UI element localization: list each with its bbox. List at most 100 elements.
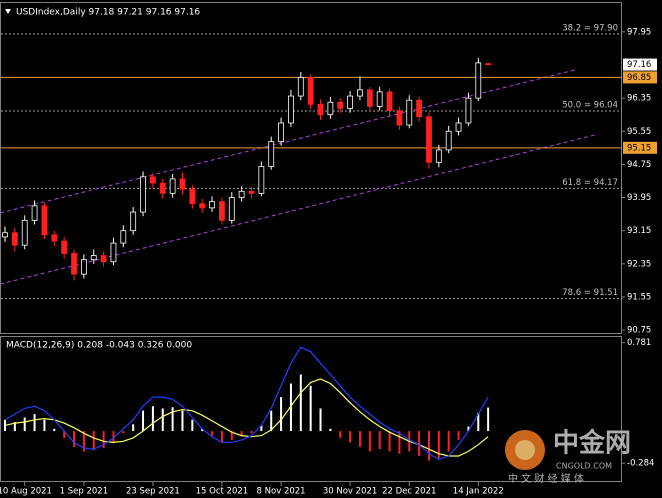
macd-line (4, 346, 489, 461)
macd-bar (201, 428, 204, 432)
macd-bar (63, 431, 66, 438)
macd-bar (171, 407, 174, 432)
macd-bar (4, 419, 6, 432)
x-tick-label: 14 Jan 2022 (453, 487, 504, 497)
y-tick-label: 92.35 (627, 259, 651, 269)
macd-bar (112, 431, 115, 443)
fib-label: 61.8 = 94.17 (562, 178, 618, 188)
candle-body (41, 205, 48, 236)
candle-body (80, 259, 87, 275)
candle-body (475, 62, 482, 99)
macd-bar (437, 431, 440, 459)
candle-body (455, 122, 462, 132)
macd-bar (289, 383, 292, 432)
candle-body (366, 89, 373, 107)
y-tick-label: 95.55 (627, 127, 651, 137)
candle-body (2, 232, 8, 238)
candle-body (465, 97, 472, 124)
macd-bar (33, 414, 36, 432)
candle-body (189, 188, 196, 205)
y-tick-label: 91.55 (627, 292, 651, 302)
y-tick-label: 97.95 (627, 27, 651, 37)
candle-body (416, 99, 423, 118)
macd-bar (151, 406, 154, 432)
macd-panel-border (0, 336, 622, 482)
macd-bar (309, 385, 312, 432)
price-level-box (623, 71, 657, 84)
macd-bar (23, 417, 26, 432)
candle-body (327, 101, 334, 116)
candle-body (238, 190, 245, 198)
macd-bar (319, 408, 322, 432)
candle-body (278, 122, 284, 143)
watermark: 中金网 CNGOLD.COM 中 文 财 经 媒 体 (505, 428, 631, 485)
macd-bar (329, 428, 332, 432)
candle-body (21, 219, 28, 246)
candle-body (485, 63, 492, 66)
x-tick-label: 22 Dec 2021 (382, 487, 436, 497)
macd-bar (53, 428, 56, 432)
x-tick-label: 1 Sep 2021 (60, 487, 108, 497)
macd-bar (92, 431, 95, 451)
macd-bar (220, 431, 223, 443)
y-tick-label: 90.75 (627, 326, 651, 336)
candle-body (90, 255, 97, 261)
y-tick-label: 96.35 (627, 94, 651, 104)
macd-bar (457, 431, 460, 441)
macd-bar (280, 397, 283, 432)
macd-bar (477, 412, 480, 432)
macd-bar (181, 410, 184, 432)
price-level-label: 96.85 (627, 73, 651, 83)
macd-bar (73, 431, 76, 447)
candle-body (169, 178, 176, 194)
chart-title: USDIndex,Daily 97.18 97.21 97.16 97.16 (16, 8, 200, 18)
macd-bar (339, 431, 342, 438)
y-tick-label: 94.75 (627, 160, 651, 170)
fib-label: 78.6 = 91.51 (562, 288, 618, 298)
candle-body (337, 101, 344, 109)
candle-body (120, 230, 127, 244)
macd-bar (398, 431, 401, 454)
candle-body (100, 255, 107, 263)
macd-bar (13, 422, 16, 432)
price-level-box (623, 141, 657, 154)
candle-body (386, 91, 393, 111)
candle-body (61, 240, 68, 254)
candle-body (130, 211, 137, 232)
macd-bar (467, 426, 470, 432)
fib-label: 38.2 = 97.90 (562, 23, 618, 33)
x-tick-label: 8 Nov 2021 (257, 487, 306, 497)
macd-bar (447, 431, 450, 452)
macd-bar (142, 410, 145, 432)
macd-bar (82, 431, 85, 452)
macd-bar (132, 424, 135, 432)
macd-bar (240, 431, 243, 437)
macd-bar (388, 431, 391, 452)
y-tick-label: 0.781 (627, 338, 651, 348)
candle-body (396, 110, 403, 126)
candle-body (248, 190, 255, 194)
macd-bar (368, 431, 371, 452)
x-tick-label: 15 Oct 2021 (196, 487, 249, 497)
macd-title: MACD(12,26,9) 0.208 -0.043 0.326 0.000 (6, 341, 192, 351)
candle-body (31, 205, 38, 221)
watermark-site: CNGOLD.COM (556, 462, 612, 471)
macd-bar (270, 410, 273, 432)
candle-body (51, 234, 58, 242)
candle-body (357, 89, 363, 97)
candle-body (445, 130, 452, 151)
price-level-label: 95.15 (627, 143, 651, 153)
candle-body (406, 99, 413, 126)
candle-body (297, 76, 304, 97)
watermark-logo-inner (515, 440, 535, 460)
macd-bar (487, 407, 490, 432)
macd-bar (230, 431, 233, 441)
fib-label: 50.0 = 96.04 (562, 100, 618, 110)
macd-bar (358, 431, 361, 447)
macd-bar (191, 419, 194, 432)
current-price-label: 97.16 (627, 60, 651, 70)
candle-body (110, 242, 117, 263)
candle-body (71, 253, 77, 275)
